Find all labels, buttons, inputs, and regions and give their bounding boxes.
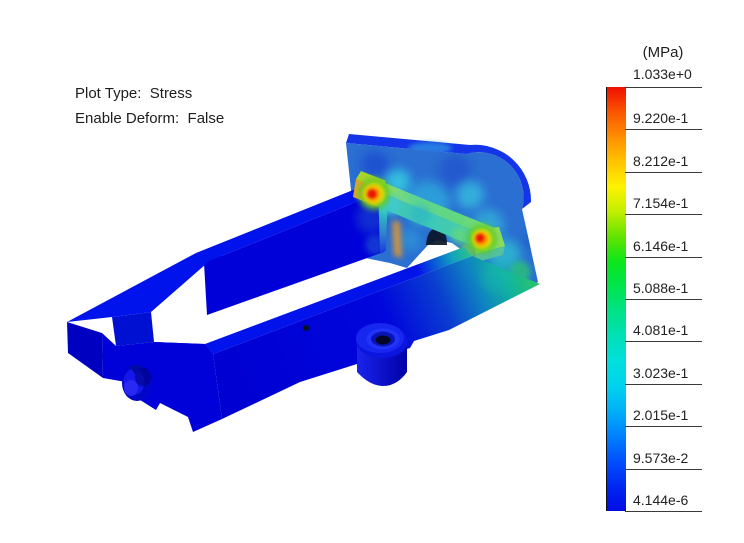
front-block xyxy=(67,253,222,432)
left-rail xyxy=(196,177,388,315)
plot-annotations: Plot Type: Stress Enable Deform: False xyxy=(75,81,224,131)
boss-hole xyxy=(375,335,391,345)
stress-hotspot-left xyxy=(353,171,400,215)
cylinder-boss xyxy=(356,323,408,386)
enable-deform-label: Enable Deform: False xyxy=(75,110,225,127)
stress-hotspot-right xyxy=(467,224,497,254)
rail-hole xyxy=(303,325,309,331)
plot-type-label: Plot Type: Stress xyxy=(75,85,193,102)
block-stub-cylinder xyxy=(122,365,152,401)
